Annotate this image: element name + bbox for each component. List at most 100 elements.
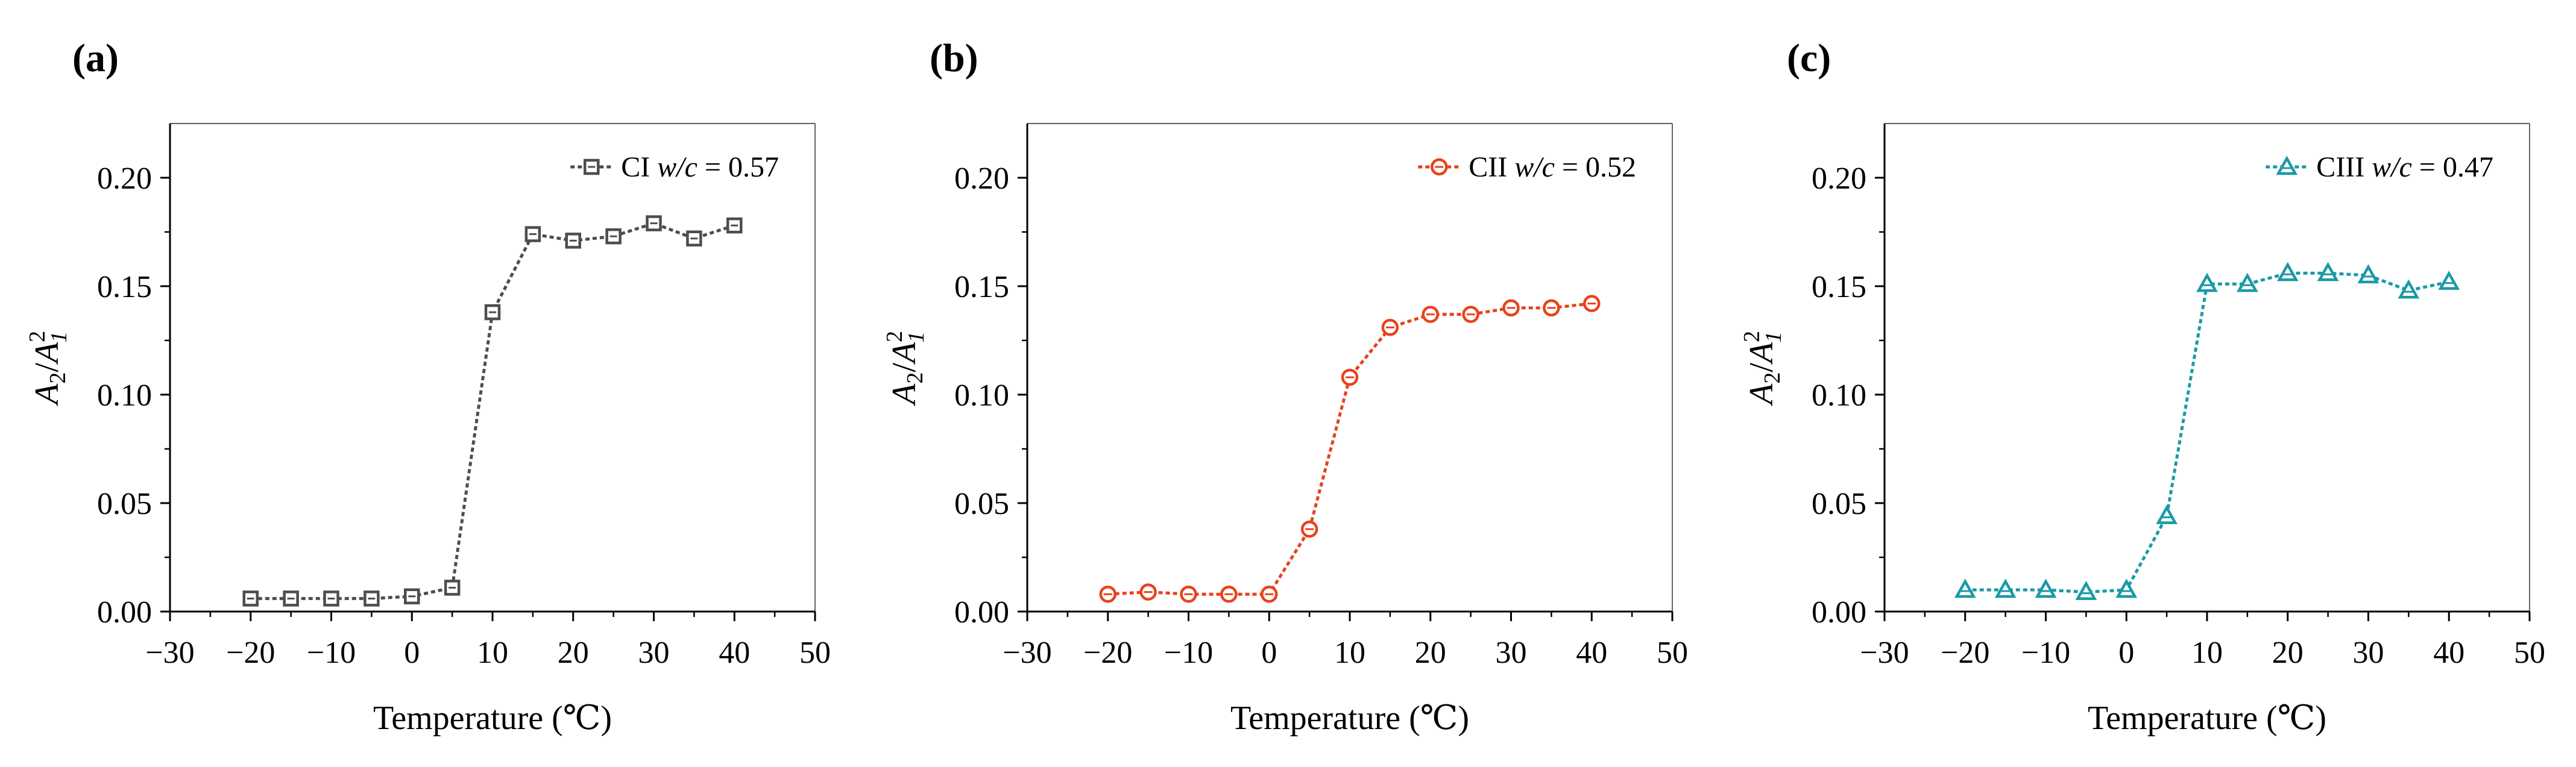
x-tick-label: 50 xyxy=(2514,636,2545,670)
series-line xyxy=(250,221,735,600)
x-tick-label: 50 xyxy=(799,636,831,670)
x-tick-label: −20 xyxy=(226,636,275,670)
legend-label-prefix: CIII xyxy=(2316,151,2372,183)
y-axis-title-sup2: 2 xyxy=(1739,331,1765,342)
legend-label-suffix: = 0.47 xyxy=(2412,151,2493,183)
y-tick-label: 0.05 xyxy=(1812,487,1866,521)
legend: CI w/c = 0.57 xyxy=(570,151,779,183)
y-axis-title-sub2: 1 xyxy=(904,331,929,343)
x-tick-label: 20 xyxy=(558,636,589,670)
y-tick-label: 0.05 xyxy=(97,487,152,521)
y-axis-title-base1: A xyxy=(1743,383,1780,407)
data-point xyxy=(1994,578,2017,598)
y-axis-title-sup2: 2 xyxy=(25,331,50,342)
chart-panel-a: (a) −30 −20 −10 0 10 20 30 40 50 0.00 0.05 0.10 0.15 0… xyxy=(25,36,831,737)
x-tick-label: 40 xyxy=(1576,636,1607,670)
y-tick-label: 0.15 xyxy=(97,270,152,304)
y-tick-label: 0.20 xyxy=(1812,161,1866,196)
data-point xyxy=(2357,264,2379,284)
y-axis-title: A2/A21 xyxy=(882,331,929,407)
y-tick-label: 0.20 xyxy=(97,161,152,196)
x-tick-label: −20 xyxy=(1083,636,1132,670)
data-point xyxy=(2035,578,2057,598)
legend-label-suffix: = 0.57 xyxy=(698,151,779,183)
y-axis-title-sub1: 2 xyxy=(45,372,71,384)
legend-label: CI w/c = 0.57 xyxy=(621,151,779,183)
x-tick-label: 40 xyxy=(2433,636,2464,670)
legend: CIII w/c = 0.47 xyxy=(2266,151,2493,183)
y-tick-label: 0.15 xyxy=(1812,270,1866,304)
x-tick-label: 0 xyxy=(404,636,420,670)
y-tick-label: 0.15 xyxy=(954,270,1009,304)
y-tick-label: 0.20 xyxy=(954,161,1009,196)
y-axis-title-sub1: 2 xyxy=(902,372,928,384)
data-point xyxy=(2317,261,2339,281)
x-tick-label: 0 xyxy=(2118,636,2134,670)
panel-label: (b) xyxy=(930,36,978,80)
panel-label: (c) xyxy=(1787,36,1831,80)
x-tick-label: 50 xyxy=(1657,636,1688,670)
y-axis-title-slash: / xyxy=(1743,363,1780,372)
y-axis-title-base1: A xyxy=(886,383,923,407)
y-axis-title-base2: A xyxy=(886,342,923,365)
x-tick-label: 10 xyxy=(477,636,508,670)
data-point xyxy=(2075,580,2097,600)
y-tick-label: 0.10 xyxy=(954,378,1009,413)
x-axis-title: Temperature (℃) xyxy=(2088,700,2326,737)
y-axis-title-slash: / xyxy=(28,363,66,372)
y-tick-label: 0.10 xyxy=(97,378,152,413)
x-tick-label: −10 xyxy=(1164,636,1213,670)
x-tick-label: −10 xyxy=(2021,636,2070,670)
y-axis-title-base2: A xyxy=(28,342,66,365)
legend-label-prefix: CI xyxy=(621,151,657,183)
data-point xyxy=(2398,279,2420,299)
series-CI xyxy=(242,215,743,607)
y-tick-label: 0.05 xyxy=(954,487,1009,521)
legend-label-suffix: = 0.52 xyxy=(1555,151,1636,183)
y-axis-title-base2: A xyxy=(1743,342,1780,365)
series-line xyxy=(1965,271,2449,594)
y-tick-label: 0.10 xyxy=(1812,378,1866,413)
x-tick-label: 0 xyxy=(1261,636,1277,670)
x-tick-label: −30 xyxy=(145,636,194,670)
y-tick-label: 0.00 xyxy=(1812,595,1866,630)
legend-marker xyxy=(2276,155,2298,175)
x-tick-label: 20 xyxy=(1415,636,1446,670)
x-tick-label: −20 xyxy=(1941,636,1989,670)
series-CIII xyxy=(1954,261,2460,600)
x-tick-label: 10 xyxy=(2191,636,2223,670)
data-point xyxy=(2276,261,2299,281)
x-tick-label: 40 xyxy=(719,636,750,670)
x-tick-label: 20 xyxy=(2272,636,2304,670)
chart-panel-b: (b) −30 −20 −10 0 10 20 30 40 50 0.00 0.05 0.10 0.15 0… xyxy=(882,36,1688,737)
data-point xyxy=(1954,578,1976,598)
data-point xyxy=(2438,271,2460,290)
x-axis-title: Temperature (℃) xyxy=(373,700,612,737)
x-tick-label: 30 xyxy=(2353,636,2384,670)
chart-panel-c: (c) −30 −20 −10 0 10 20 30 40 50 0.00 0.05 0.10 0.15 0… xyxy=(1739,36,2545,737)
y-axis-title: A2/A21 xyxy=(25,331,72,407)
y-axis-title-sup2: 2 xyxy=(882,331,907,342)
legend-label-italic: w/c xyxy=(2372,151,2412,183)
y-axis-title: A2/A21 xyxy=(1739,331,1786,407)
y-axis-title-base1: A xyxy=(28,383,66,407)
x-tick-label: 30 xyxy=(1496,636,1527,670)
x-tick-label: 10 xyxy=(1334,636,1365,670)
legend: CII w/c = 0.52 xyxy=(1418,151,1636,183)
series-CII xyxy=(1099,295,1601,603)
data-point xyxy=(2237,272,2258,292)
legend-label-italic: w/c xyxy=(1514,151,1555,183)
data-point xyxy=(2196,272,2218,292)
x-tick-label: −30 xyxy=(1003,636,1051,670)
series-line xyxy=(1107,302,1592,596)
y-axis-title-sub1: 2 xyxy=(1760,372,1785,384)
x-tick-label: −30 xyxy=(1860,636,1909,670)
legend-label-prefix: CII xyxy=(1469,151,1514,183)
data-point xyxy=(2156,504,2178,524)
y-tick-label: 0.00 xyxy=(954,595,1009,630)
x-axis-title: Temperature (℃) xyxy=(1230,700,1469,737)
x-tick-label: 30 xyxy=(638,636,670,670)
y-axis-title-slash: / xyxy=(886,363,923,372)
legend-label-italic: w/c xyxy=(657,151,698,183)
